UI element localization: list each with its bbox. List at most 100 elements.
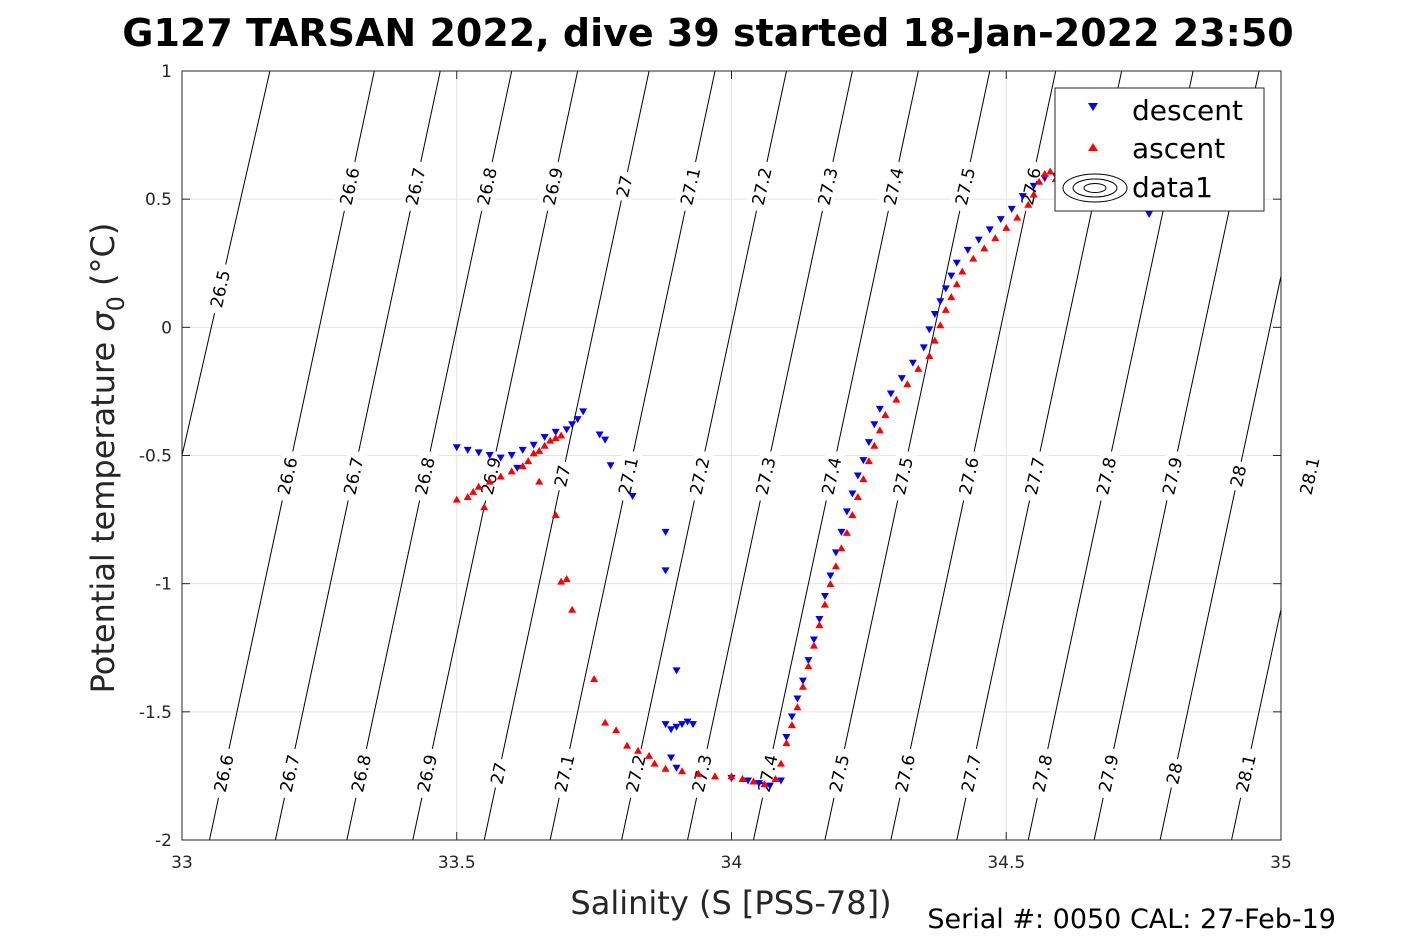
- ascent-point: [914, 364, 923, 372]
- density-contour-label-bg: [399, 159, 430, 213]
- y-axis-label: Potential temperature σ0 (°C): [84, 223, 130, 694]
- ascent-point: [969, 254, 978, 262]
- descent-point: [579, 408, 588, 416]
- y-tick-label: 1: [161, 62, 172, 82]
- descent-point: [848, 490, 857, 498]
- descent-point: [809, 636, 818, 644]
- ascent-point: [826, 580, 835, 588]
- density-contour-label-bg: [344, 746, 376, 800]
- ascent-point: [809, 641, 818, 649]
- y-axis-label-subscript: 0: [102, 296, 130, 311]
- descent-point: [842, 508, 851, 516]
- ascent-point: [903, 380, 912, 388]
- descent-point: [568, 421, 577, 429]
- density-contour-label-bg: [952, 449, 984, 503]
- descent-point: [743, 777, 752, 785]
- density-contour-label-bg: [1089, 449, 1121, 503]
- ascent-point: [540, 441, 549, 449]
- y-tick-label: -0.5: [139, 447, 172, 467]
- density-contour-label: 28: [1224, 459, 1251, 493]
- ascent-point: [711, 772, 720, 780]
- ascent-point: [612, 726, 621, 734]
- descent-point: [628, 493, 637, 501]
- density-contour-label-bg: [685, 746, 717, 800]
- descent-point: [689, 721, 698, 729]
- density-contour-label-bg: [337, 449, 368, 503]
- density-contour-label-bg: [273, 746, 305, 800]
- ascent-point: [645, 751, 654, 759]
- density-contour-label-bg: [611, 449, 643, 503]
- descent-point: [595, 431, 604, 439]
- density-contour-label-bg: [619, 746, 651, 800]
- ascent-point: [782, 739, 791, 747]
- ascent-point: [749, 777, 758, 785]
- ascent-point: [678, 767, 687, 775]
- descent-point: [859, 457, 868, 465]
- density-contour-label-bg: [333, 159, 364, 213]
- ascent-point: [947, 293, 956, 301]
- y-tick-label: 0: [161, 318, 172, 338]
- descent-point: [853, 472, 862, 480]
- ascent-point: [820, 600, 829, 608]
- density-contour-label-bg: [886, 449, 918, 503]
- ascent-point: [842, 528, 851, 536]
- descent-point: [474, 449, 483, 457]
- density-contour-label-bg: [610, 169, 637, 203]
- y-tick-label: -1: [155, 575, 172, 595]
- density-contour-label-bg: [408, 449, 440, 503]
- legend-descent-marker: [1088, 103, 1098, 111]
- ascent-point: [925, 352, 934, 360]
- ascent-point: [952, 280, 961, 288]
- descent-point: [601, 436, 610, 444]
- ascent-point: [562, 575, 571, 583]
- descent-point: [897, 375, 906, 383]
- ascent-point: [760, 780, 769, 788]
- descent-point: [661, 567, 670, 575]
- legend-data1-label: data1: [1132, 171, 1213, 204]
- descent-point: [661, 528, 670, 536]
- ascent-point: [1013, 213, 1022, 221]
- descent-point: [562, 426, 571, 434]
- x-tick-label: 34.5: [987, 853, 1025, 873]
- density-contour-label: 27.1: [611, 449, 643, 503]
- serial-cal-text: Serial #: 0050 CAL: 27-Feb-19: [927, 904, 1336, 935]
- ascent-point: [837, 544, 846, 552]
- ascent-point: [623, 741, 632, 749]
- ascent-point: [496, 472, 505, 480]
- ascent-point: [469, 487, 478, 495]
- descent-point: [463, 446, 472, 454]
- x-axis-label: Salinity (S [PSS-78]): [570, 884, 891, 922]
- density-contour-label-bg: [1018, 449, 1050, 503]
- descent-point: [925, 326, 934, 334]
- descent-point: [963, 246, 972, 254]
- descent-point: [667, 754, 676, 762]
- y-tick-label: -1.5: [139, 703, 172, 723]
- descent-point: [787, 713, 796, 721]
- descent-point: [952, 259, 961, 267]
- ascent-point: [551, 434, 560, 442]
- ascent-point: [1035, 177, 1044, 185]
- descent-point: [864, 439, 873, 447]
- descent-point: [930, 311, 939, 319]
- descent-point: [551, 428, 560, 436]
- density-contour-label-bg: [811, 159, 843, 213]
- descent-point: [678, 721, 687, 729]
- ascent-point: [793, 703, 802, 711]
- x-tick-label: 34: [721, 853, 743, 873]
- descent-point: [996, 216, 1005, 224]
- density-contour-line: [1159, 273, 1281, 840]
- ascent-point: [661, 764, 670, 772]
- density-contour-label: 27: [484, 756, 512, 790]
- density-contour-label-bg: [1014, 159, 1046, 213]
- density-contour-label-bg: [1293, 449, 1324, 503]
- density-contour-label-bg: [1160, 756, 1187, 790]
- density-contour-label-bg: [745, 159, 777, 213]
- ascent-point: [936, 321, 945, 329]
- density-contour-label-bg: [1026, 746, 1057, 800]
- descent-point: [826, 572, 835, 580]
- ascent-point: [650, 759, 659, 767]
- ascent-point: [848, 510, 857, 518]
- density-contour-label-bg: [203, 262, 235, 316]
- legend-ascent-marker: [1088, 143, 1098, 151]
- ascent-point: [1029, 190, 1038, 198]
